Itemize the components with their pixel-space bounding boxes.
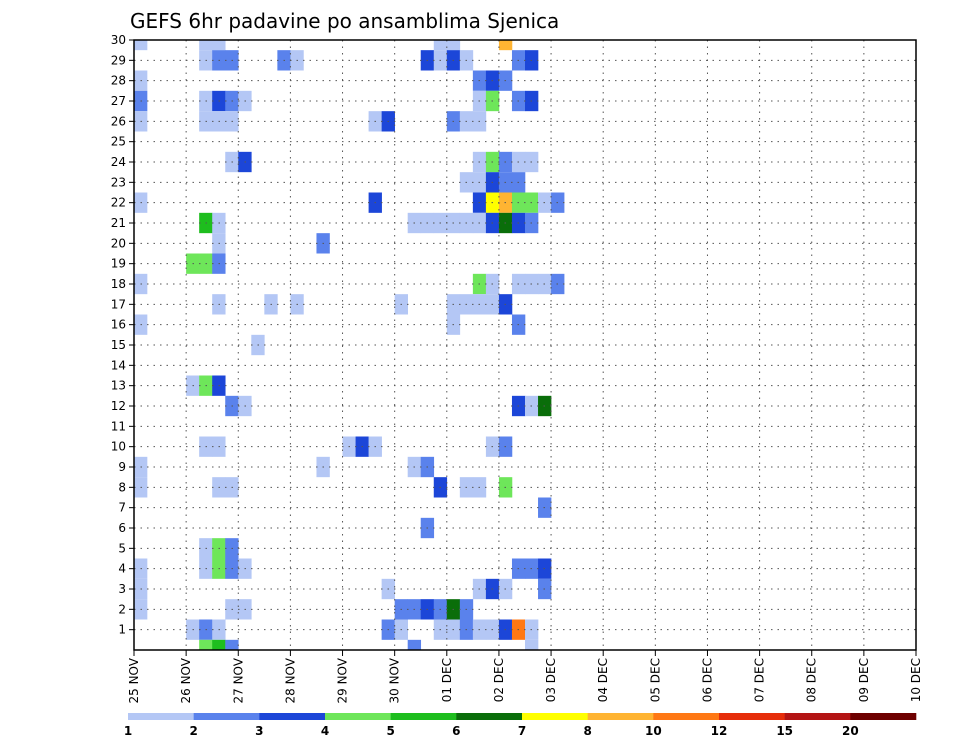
x-tick-label: 04 DEC [596,658,610,702]
cell-step23-member30 [433,40,448,51]
colorbar-label: 8 [583,724,591,738]
grid-layer [134,40,916,650]
colorbar-swatch [259,713,326,720]
y-tick-label: 3 [118,582,126,596]
y-tick-label: 18 [111,277,126,291]
colorbar-swatch [784,713,851,720]
x-tick-label: 30 NOV [388,657,402,703]
y-tick-label: 4 [118,562,126,576]
cell-step6-member0 [212,639,226,650]
x-tick-label: 05 DEC [648,658,662,702]
x-tick-label: 29 NOV [336,657,350,703]
cell-step7-member0 [225,639,239,650]
x-tick-label: 07 DEC [753,658,767,702]
colorbar-label: 5 [386,724,394,738]
cell-step21-member0 [407,639,422,650]
colorbar-label: 10 [645,724,662,738]
y-tick-label: 17 [111,297,126,311]
colorbar-label: 7 [518,724,526,738]
y-tick-label: 27 [111,94,126,108]
x-tick-label: 27 NOV [231,657,245,703]
y-tick-label: 5 [118,541,126,555]
y-tick-label: 2 [118,602,126,616]
y-tick-label: 30 [111,33,126,47]
y-tick-label: 21 [111,216,126,230]
colorbar-swatch [390,713,457,720]
y-tick-label: 15 [111,338,126,352]
x-tick-label: 25 NOV [127,657,141,703]
y-tick-label: 14 [111,358,126,372]
colorbar-label: 6 [452,724,460,738]
colorbar-swatch [128,713,194,720]
y-tick-label: 26 [111,114,126,128]
y-axis: 1234567891011121314151617181920212223242… [111,33,134,637]
colorbar-swatch [522,713,588,720]
colorbar-swatch [850,713,917,720]
y-tick-label: 16 [111,318,126,332]
x-tick-label: 26 NOV [179,657,193,703]
colorbar-label: 20 [842,724,859,738]
y-tick-label: 1 [118,623,126,637]
x-tick-label: 06 DEC [700,658,714,702]
x-tick-label: 10 DEC [909,658,923,702]
colorbar-swatch [653,713,720,720]
colorbar-label: 12 [711,724,728,738]
cell-step5-member30 [199,40,213,51]
cell-step28-member30 [498,40,513,51]
cell-step30-member0 [525,639,539,650]
y-tick-label: 29 [111,53,126,67]
colorbar-label: 2 [189,724,197,738]
x-axis: 25 NOV 26 NOV 27 NOV 28 NOV 29 NOV 30 NOV 01 D… [127,650,923,704]
cell-step5-member0 [199,639,213,650]
chart-title: GEFS 6hr padavine po ansamblima Sjenica [130,9,559,33]
y-tick-label: 22 [111,196,126,210]
y-tick-label: 20 [111,236,126,250]
y-tick-label: 11 [111,419,126,433]
x-tick-label: 02 DEC [492,658,506,702]
colorbar-label: 15 [776,724,793,738]
y-tick-label: 28 [111,74,126,88]
colorbar-label: 4 [321,724,329,738]
y-tick-label: 19 [111,257,126,271]
x-tick-label: 28 NOV [283,657,297,703]
y-tick-label: 7 [118,501,126,515]
x-tick-label: 01 DEC [440,658,454,702]
colorbar-label: 1 [124,724,132,738]
y-tick-label: 9 [118,460,126,474]
y-tick-label: 12 [111,399,126,413]
colorbar-swatch [456,713,523,720]
cell-step0-member30 [134,40,148,51]
y-tick-label: 23 [111,175,126,189]
y-tick-label: 24 [111,155,126,169]
x-tick-label: 09 DEC [857,658,871,702]
colorbar-swatch [325,713,391,720]
y-tick-label: 25 [111,135,126,149]
colorbar-swatch [719,713,785,720]
x-tick-label: 08 DEC [805,658,819,702]
cell-step24-member30 [446,40,461,51]
x-tick-label: 03 DEC [544,658,558,702]
y-tick-label: 6 [118,521,126,535]
colorbar-swatch [587,713,654,720]
y-tick-label: 13 [111,379,126,393]
colorbar-label: 3 [255,724,263,738]
y-tick-label: 10 [111,440,126,454]
cell-step6-member30 [212,40,226,51]
y-tick-label: 8 [118,480,126,494]
colorbar-swatch [193,713,260,720]
colorbar: 1 2 3 4 5 6 7 8 10 12 15 20 [124,713,917,738]
